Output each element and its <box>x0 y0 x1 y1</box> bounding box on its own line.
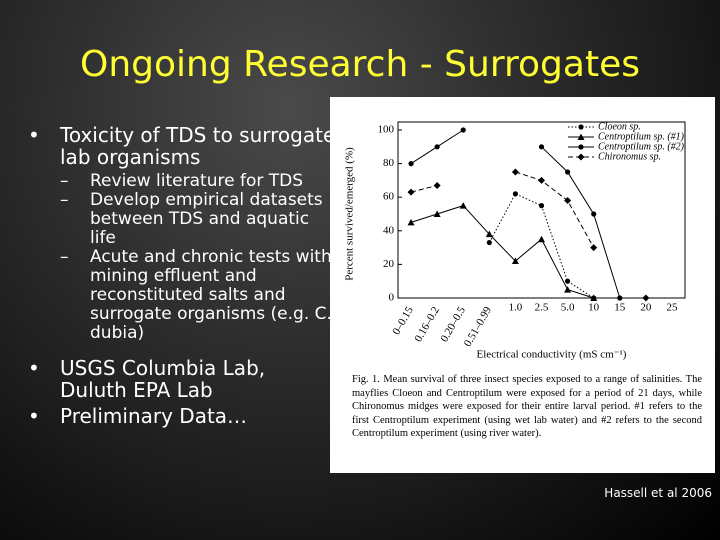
marker <box>564 278 571 284</box>
y-tick-label: 60 <box>383 191 395 203</box>
marker <box>564 169 571 175</box>
marker <box>577 133 585 140</box>
series-line <box>488 193 594 299</box>
marker <box>591 211 597 217</box>
marker <box>512 191 519 197</box>
sub-bullet: – Review literature for TDS <box>60 172 338 191</box>
sub-bullet: – Develop empirical datasets between TDS … <box>60 191 338 248</box>
bullet: • Toxicity of TDS to surrogate lab organi… <box>28 124 338 168</box>
marker <box>511 168 519 176</box>
x-tick-label: 2.5 <box>535 302 549 314</box>
marker <box>408 161 414 167</box>
marker <box>434 144 440 150</box>
marker <box>459 202 467 209</box>
bullet-text: Preliminary Data… <box>60 404 248 428</box>
marker <box>433 210 441 217</box>
y-tick-label: 0 <box>389 292 395 304</box>
x-tick-label: 15 <box>614 302 626 314</box>
y-axis-label: Percent survived/emerged (%) <box>344 147 356 281</box>
x-tick-label: 1.0 <box>509 302 523 314</box>
y-tick-label: 20 <box>383 258 395 270</box>
marker <box>538 235 545 243</box>
bullet-list: • Toxicity of TDS to surrogate lab organi… <box>28 124 338 431</box>
figure-caption: Fig. 1. Mean survival of three insect sp… <box>352 374 702 439</box>
marker <box>538 203 545 209</box>
sub-bullet-marker: – <box>60 171 69 191</box>
series-line <box>410 205 594 299</box>
marker <box>538 176 545 184</box>
sub-bullet-text: Develop empirical datasets between TDS a… <box>90 190 323 248</box>
marker <box>485 230 493 238</box>
marker <box>590 244 598 252</box>
marker <box>538 144 545 150</box>
legend-label: Centroptilum sp. (#1) <box>598 131 685 142</box>
chart: 0204060801000–0.150.16–0.20.20–0.50.51–0… <box>344 121 686 361</box>
plot-frame <box>397 121 686 299</box>
bullet-marker: • <box>28 404 40 428</box>
slide-title: Ongoing Research - Surrogates <box>80 44 640 85</box>
sub-bullet: – Acute and chronic tests with mining eff… <box>60 248 338 343</box>
x-tick-label: 10 <box>588 302 600 314</box>
marker <box>407 188 415 196</box>
marker <box>486 239 492 246</box>
marker <box>642 294 650 302</box>
legend-label: Cloeon sp. <box>598 121 641 132</box>
legend-label: Chironomus sp. <box>598 151 661 162</box>
bullet: • Preliminary Data… <box>28 405 338 427</box>
series-line <box>411 172 646 298</box>
sub-bullet-marker: – <box>60 190 69 210</box>
x-tick-label: 0–0.15 <box>390 304 416 337</box>
marker <box>564 286 572 293</box>
marker <box>590 294 598 301</box>
x-tick-label: 25 <box>666 302 678 314</box>
y-tick-label: 80 <box>383 157 395 169</box>
marker <box>511 257 519 265</box>
credit: Hassell et al 2006 <box>604 486 712 500</box>
marker <box>433 181 441 189</box>
x-tick-label: 5.0 <box>561 302 575 314</box>
bullet-marker: • <box>28 123 40 147</box>
bullet-text: Toxicity of TDS to surrogate lab organis… <box>60 123 336 169</box>
series-line <box>410 129 621 299</box>
figure: 0 20 40 60 80 100 0–0.15 0.16–0.2 0.20–0.5 0.51–0… <box>330 97 715 473</box>
y-tick-label: 40 <box>383 224 395 236</box>
bullet-text: USGS Columbia Lab, Duluth EPA Lab <box>60 356 266 402</box>
marker <box>578 144 584 150</box>
sub-bullet-text: Acute and chronic tests with mining effl… <box>90 247 332 343</box>
marker <box>564 197 572 205</box>
bullet-marker: • <box>28 356 40 380</box>
y-tick-label: 100 <box>378 124 395 136</box>
marker <box>617 295 623 301</box>
marker <box>460 127 466 133</box>
sub-bullet-text: Review literature for TDS <box>90 171 303 191</box>
bullet: • USGS Columbia Lab, Duluth EPA Lab <box>28 357 338 401</box>
marker <box>578 124 584 130</box>
marker <box>407 218 415 226</box>
legend-label: Centroptilum sp. (#2) <box>598 141 685 152</box>
x-tick-label: 20 <box>640 302 652 314</box>
marker <box>577 153 585 161</box>
sub-bullet-marker: – <box>60 247 69 267</box>
x-axis-label: Electrical conductivity (mS cm⁻¹) <box>477 349 627 361</box>
